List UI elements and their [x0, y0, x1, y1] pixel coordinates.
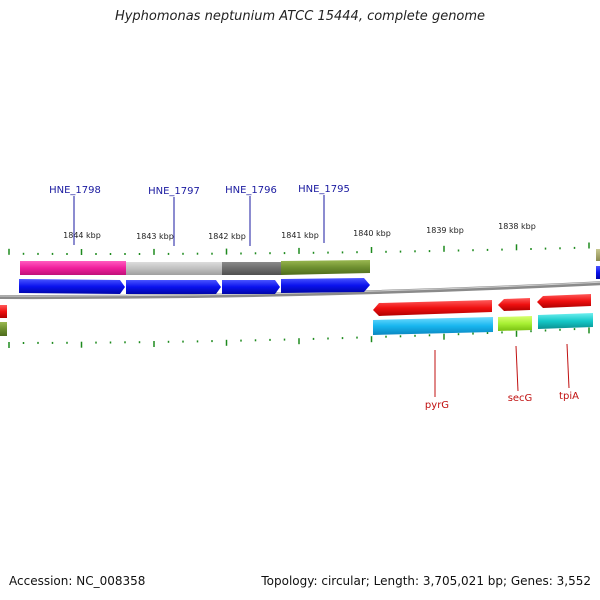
gene-label[interactable]: secG	[508, 393, 533, 404]
gene-label[interactable]: HNE_1795	[298, 184, 350, 195]
gene-label[interactable]: tpiA	[559, 391, 579, 402]
reverse-cds-track	[0, 294, 591, 318]
reverse-cds-arrow[interactable]	[373, 300, 492, 316]
map-title: Hyphomonas neptunium ATCC 15444, complet…	[114, 9, 486, 24]
forward-cds-arrow[interactable]	[222, 280, 280, 294]
gene-label[interactable]: pyrG	[425, 400, 449, 411]
ruler-ticks-top	[8, 242, 590, 255]
reverse-cds-arrow[interactable]	[0, 305, 7, 318]
gene-leader-line	[515, 345, 519, 392]
reverse-cds-arrow[interactable]	[537, 294, 591, 308]
ruler-ticks-bottom	[8, 327, 590, 348]
genome-backbone	[0, 281, 600, 300]
forward-cds-arrow[interactable]	[126, 280, 221, 294]
forward-cds-track	[19, 266, 600, 294]
gene-leader-line	[566, 343, 570, 389]
gene-label[interactable]: HNE_1798	[49, 185, 101, 196]
genome-summary: Topology: circular; Length: 3,705,021 bp…	[261, 574, 591, 588]
feature-band-top	[20, 249, 600, 275]
ruler-label: 1840 kbp	[353, 229, 391, 238]
ruler-label: 1838 kbp	[498, 222, 536, 231]
gene-label[interactable]: HNE_1797	[148, 186, 200, 197]
genome-backbone-highlight	[0, 281, 600, 297]
ruler-label: 1844 kbp	[63, 231, 101, 240]
accession-label: Accession: NC_008358	[9, 574, 146, 588]
forward-cds-arrow[interactable]	[281, 278, 370, 293]
reverse-cds-arrow[interactable]	[498, 298, 530, 311]
forward-cds-arrow[interactable]	[19, 279, 125, 294]
ruler-label: 1841 kbp	[281, 231, 319, 240]
ruler-label: 1839 kbp	[426, 226, 464, 235]
gene-labels-top: HNE_1798 HNE_1797 HNE_1796 HNE_1795	[49, 184, 350, 246]
gene-labels-bottom: pyrG secG tpiA	[425, 343, 579, 411]
ruler-label: 1842 kbp	[208, 232, 246, 241]
ruler-label: 1843 kbp	[136, 232, 174, 241]
gene-label[interactable]: HNE_1796	[225, 185, 277, 196]
feature-band-bottom	[0, 313, 593, 336]
forward-cds-arrow[interactable]	[596, 266, 600, 279]
